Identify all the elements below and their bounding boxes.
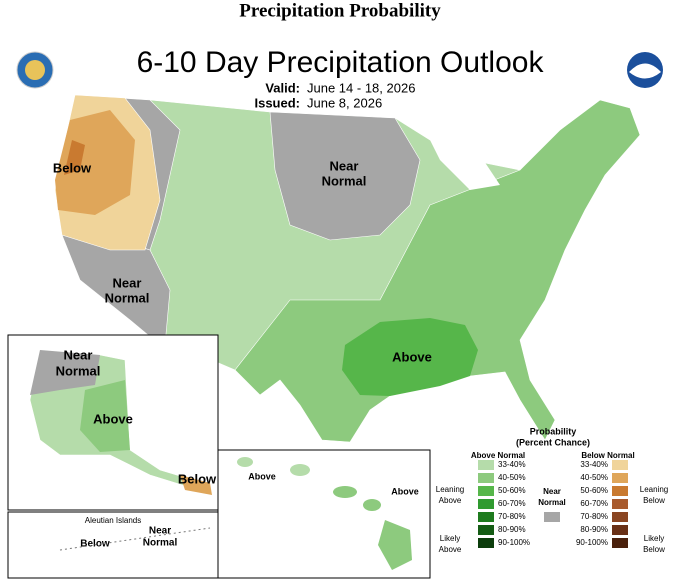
region-label: Near bbox=[113, 275, 142, 290]
legend-near: Near bbox=[543, 487, 561, 496]
legend-title: Probability bbox=[530, 426, 577, 436]
legend-near: Normal bbox=[538, 498, 566, 507]
legend-heading: Above Normal bbox=[471, 451, 525, 460]
page-title: Precipitation Probability bbox=[239, 0, 441, 21]
legend-swatch bbox=[478, 512, 494, 522]
legend-label: 70-80% bbox=[580, 512, 608, 521]
island bbox=[378, 520, 412, 570]
legend-swatch bbox=[478, 473, 494, 483]
legend-group-label: Leaning bbox=[640, 485, 668, 494]
legend-swatch bbox=[544, 512, 560, 522]
map-title: 6-10 Day Precipitation Outlook bbox=[137, 46, 545, 79]
legend-swatch bbox=[478, 499, 494, 509]
legend-label: 80-90% bbox=[498, 525, 526, 534]
legend-swatch bbox=[612, 473, 628, 483]
valid-dates: June 14 - 18, 2026 bbox=[307, 80, 415, 95]
legend-group-label: Below bbox=[643, 496, 665, 505]
region-label: Below bbox=[53, 160, 92, 175]
legend-swatch bbox=[612, 460, 628, 470]
legend-title: (Percent Chance) bbox=[516, 437, 590, 447]
alaska-above bbox=[80, 380, 130, 452]
legend-label: 60-70% bbox=[580, 499, 608, 508]
region-label: Below bbox=[80, 539, 110, 550]
region-label: Above bbox=[391, 486, 419, 496]
legend-group-label: Leaning bbox=[436, 485, 464, 494]
island bbox=[237, 457, 253, 467]
legend-label: 50-60% bbox=[580, 486, 608, 495]
island bbox=[363, 499, 381, 511]
below-40-50 bbox=[55, 110, 135, 215]
legend-swatch bbox=[478, 486, 494, 496]
above-40-50 bbox=[234, 99, 641, 443]
issued-date: June 8, 2026 bbox=[307, 95, 382, 110]
issued-label: Issued: bbox=[254, 95, 300, 110]
region-label: Normal bbox=[322, 173, 367, 188]
above-50-60 bbox=[342, 318, 478, 396]
legend-group-label: Above bbox=[439, 496, 462, 505]
legend-swatch bbox=[612, 512, 628, 522]
region-label: Normal bbox=[56, 363, 101, 378]
legend-group-label: Likely bbox=[644, 534, 664, 543]
region-label: Normal bbox=[105, 290, 150, 305]
legend-label: 70-80% bbox=[498, 512, 526, 521]
legend-swatch bbox=[612, 538, 628, 548]
region-label: Near bbox=[330, 158, 359, 173]
legend-swatch bbox=[478, 460, 494, 470]
alaska-near bbox=[30, 350, 100, 395]
inset-title: Aleutian Islands bbox=[85, 516, 141, 525]
legend-group-label: Likely bbox=[440, 534, 460, 543]
legend-label: 90-100% bbox=[576, 538, 608, 547]
near-normal-north bbox=[269, 111, 421, 241]
legend-label: 80-90% bbox=[580, 525, 608, 534]
legend-group-label: Below bbox=[643, 545, 665, 554]
region-label: Above bbox=[392, 349, 432, 364]
region-label: Normal bbox=[143, 538, 178, 549]
legend-swatch bbox=[612, 486, 628, 496]
island bbox=[333, 486, 357, 498]
legend: Probability(Percent Chance) Above Normal B… bbox=[436, 426, 668, 554]
doc-logo-center bbox=[25, 60, 45, 80]
region-label: Below bbox=[178, 471, 217, 486]
region-label: Near bbox=[149, 526, 171, 537]
great-lakes bbox=[420, 120, 500, 190]
valid-label: Valid: bbox=[265, 80, 300, 95]
legend-label: 33-40% bbox=[498, 460, 526, 469]
legend-swatch bbox=[478, 525, 494, 535]
below-50-60 bbox=[64, 140, 85, 175]
legend-label: 60-70% bbox=[498, 499, 526, 508]
legend-swatch bbox=[612, 499, 628, 509]
region-label: Above bbox=[248, 471, 276, 481]
island bbox=[290, 464, 310, 476]
region-label: Near bbox=[64, 347, 93, 362]
legend-label: 33-40% bbox=[580, 460, 608, 469]
legend-swatch bbox=[612, 525, 628, 535]
legend-label: 40-50% bbox=[580, 473, 608, 482]
legend-label: 50-60% bbox=[498, 486, 526, 495]
alaska-below bbox=[180, 475, 212, 495]
legend-group-label: Above bbox=[439, 545, 462, 554]
legend-label: 40-50% bbox=[498, 473, 526, 482]
legend-label: 90-100% bbox=[498, 538, 530, 547]
aleutian-inset bbox=[7, 511, 219, 579]
aleutian-islands bbox=[59, 527, 211, 551]
legend-swatch bbox=[478, 538, 494, 548]
noaa-logo-bird bbox=[629, 63, 661, 79]
legend-heading: Below Normal bbox=[581, 451, 634, 460]
region-label: Above bbox=[93, 411, 133, 426]
